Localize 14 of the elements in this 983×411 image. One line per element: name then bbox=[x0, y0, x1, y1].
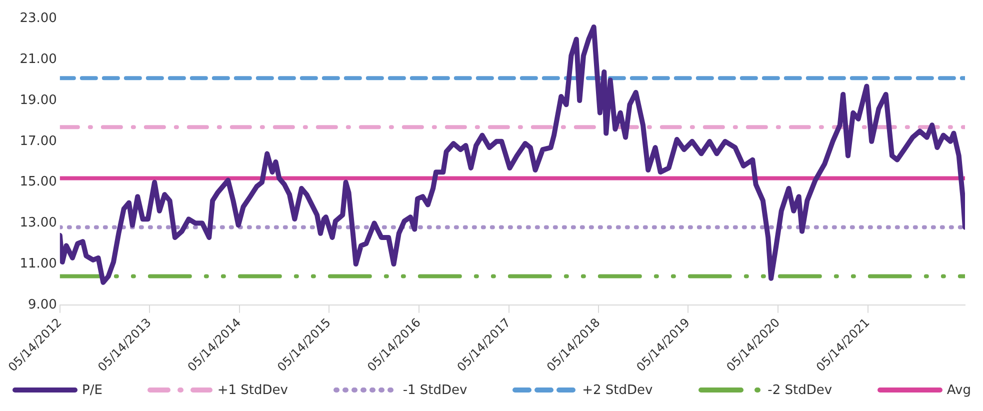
y-tick-label: 11.00 bbox=[20, 256, 57, 272]
y-tick-label: 19.00 bbox=[20, 92, 57, 108]
y-tick-label: 13.00 bbox=[20, 216, 57, 231]
legend-label: P/E bbox=[82, 382, 102, 398]
legend-label: +1 StdDev bbox=[217, 382, 288, 398]
y-tick-label: 17.00 bbox=[20, 134, 57, 149]
legend-label: -1 StdDev bbox=[402, 382, 468, 398]
legend-label: +2 StdDev bbox=[582, 382, 653, 398]
legend-label: -2 StdDev bbox=[768, 382, 832, 398]
legend-label: Avg bbox=[946, 382, 971, 398]
y-tick-label: 21.00 bbox=[20, 52, 57, 68]
y-tick-label: 9.00 bbox=[28, 297, 57, 312]
y-tick-label: 23.00 bbox=[20, 11, 57, 26]
y-tick-label: 15.00 bbox=[20, 174, 57, 190]
